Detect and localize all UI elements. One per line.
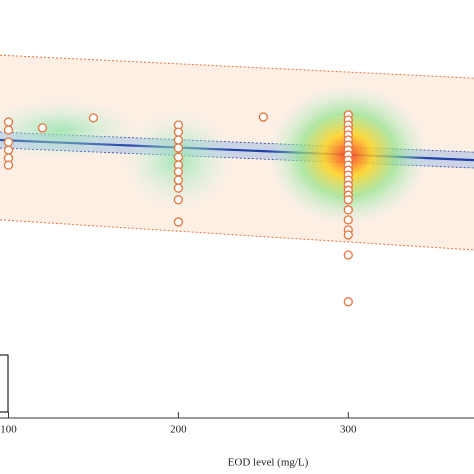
legend-box — [0, 354, 9, 413]
point — [173, 175, 184, 185]
point — [173, 183, 184, 193]
x-tick-label: 300 — [340, 424, 357, 436]
point — [343, 205, 353, 215]
point — [343, 215, 353, 225]
point — [3, 137, 14, 147]
confidence-upper — [0, 131, 474, 153]
point — [173, 143, 184, 153]
point — [88, 113, 99, 123]
confidence-lower — [0, 147, 474, 169]
point — [343, 250, 353, 260]
point — [258, 112, 268, 122]
point — [173, 127, 184, 137]
point — [173, 167, 184, 177]
point — [343, 195, 353, 205]
x-tick-label: 200 — [170, 424, 187, 436]
point — [173, 217, 184, 227]
point — [173, 195, 184, 205]
prediction-lower — [0, 219, 474, 251]
x-tick-label: 100 — [0, 424, 17, 436]
point — [173, 135, 184, 145]
point — [3, 160, 14, 170]
point — [173, 152, 184, 162]
point — [37, 123, 48, 133]
point — [3, 117, 14, 127]
prediction-upper — [0, 54, 474, 79]
point — [343, 230, 353, 240]
density-blob — [0, 100, 140, 160]
point — [3, 145, 14, 155]
x-axis-label: EOD level (mg/L) — [228, 457, 309, 469]
point — [343, 297, 353, 307]
point — [3, 125, 14, 135]
